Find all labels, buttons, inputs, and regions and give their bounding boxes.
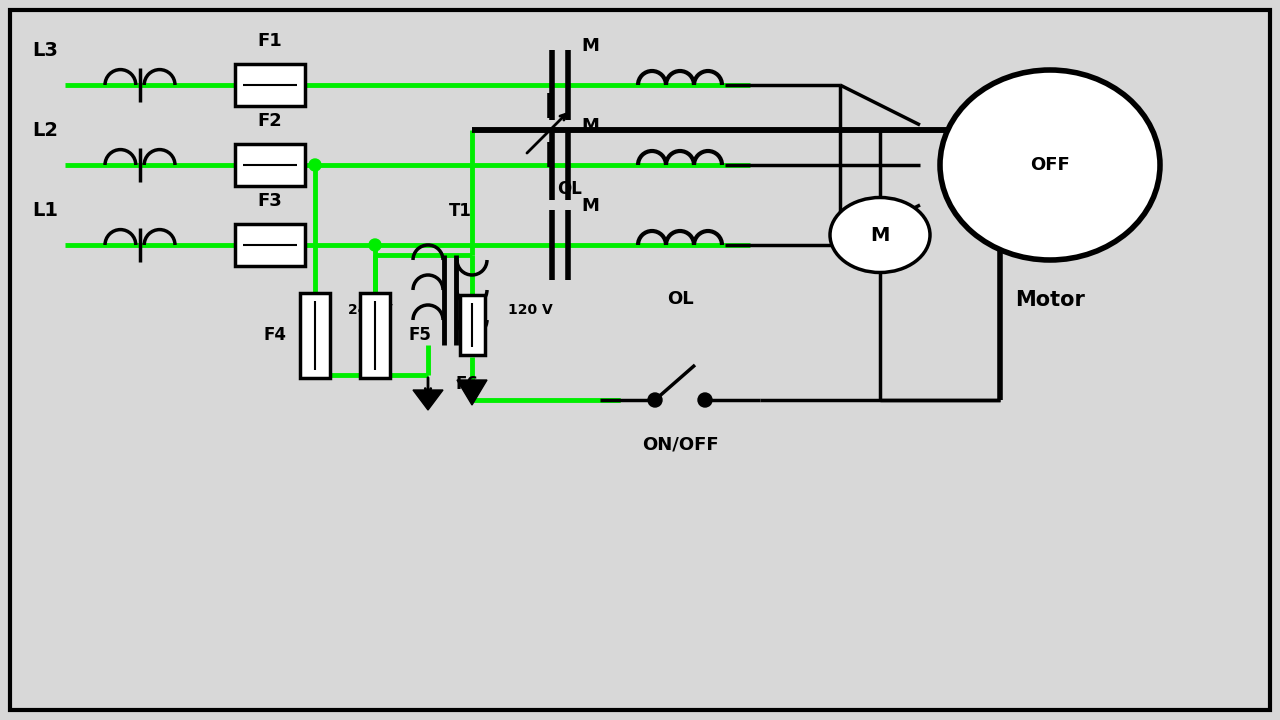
Circle shape xyxy=(648,393,662,407)
Bar xyxy=(460,295,485,355)
Text: OL: OL xyxy=(558,180,582,198)
Polygon shape xyxy=(457,380,486,405)
Text: OL: OL xyxy=(667,290,694,308)
Text: F5: F5 xyxy=(408,326,431,344)
Text: M: M xyxy=(581,117,599,135)
Text: M: M xyxy=(581,37,599,55)
Text: 240 V: 240 V xyxy=(348,303,393,317)
Text: L3: L3 xyxy=(32,41,58,60)
Bar xyxy=(236,144,305,186)
Text: M: M xyxy=(870,225,890,245)
Text: 120 V: 120 V xyxy=(508,303,553,317)
Text: F6: F6 xyxy=(456,375,479,393)
Text: Motor: Motor xyxy=(1015,290,1085,310)
Text: T1: T1 xyxy=(448,202,471,220)
Text: OFF: OFF xyxy=(1030,156,1070,174)
Polygon shape xyxy=(413,390,443,410)
Ellipse shape xyxy=(829,197,931,272)
Bar xyxy=(300,292,330,377)
Bar xyxy=(360,292,390,377)
Text: M: M xyxy=(581,197,599,215)
Circle shape xyxy=(308,159,321,171)
Text: F1: F1 xyxy=(257,32,283,50)
Bar xyxy=(236,64,305,106)
Bar xyxy=(236,224,305,266)
Text: F3: F3 xyxy=(257,192,283,210)
Circle shape xyxy=(369,239,381,251)
Text: ON/OFF: ON/OFF xyxy=(641,435,718,453)
Text: F2: F2 xyxy=(257,112,283,130)
Ellipse shape xyxy=(940,70,1160,260)
Text: L2: L2 xyxy=(32,121,58,140)
Text: L1: L1 xyxy=(32,201,58,220)
Text: F4: F4 xyxy=(264,326,287,344)
Circle shape xyxy=(698,393,712,407)
